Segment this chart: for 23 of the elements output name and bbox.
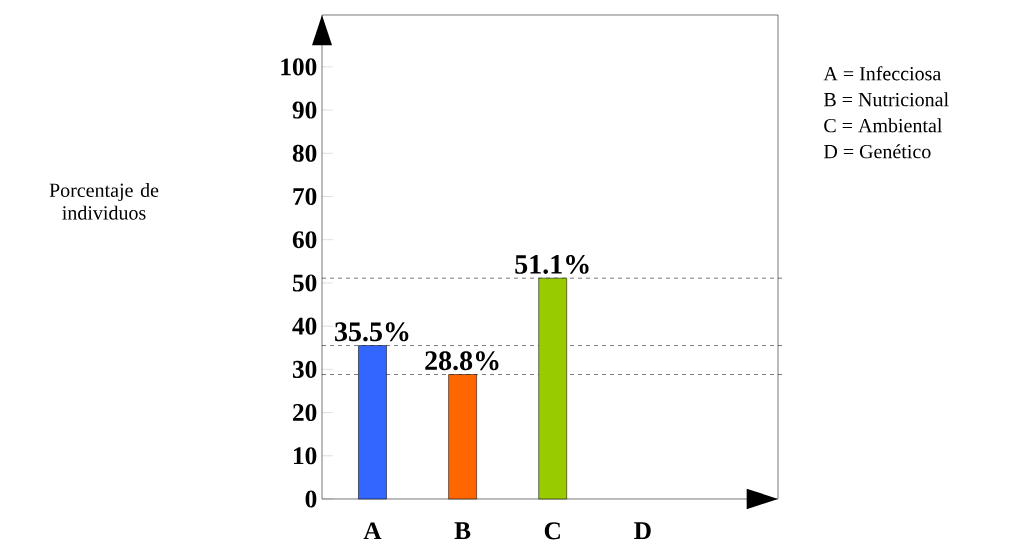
y-tick-label: 70 [293, 187, 317, 206]
y-tick-label: 0 [305, 490, 317, 508]
text: C = Ambiental [824, 118, 943, 133]
y-tick-label: 20 [293, 404, 317, 422]
text: B = Nutricional [823, 92, 949, 107]
x-tick-label: D [634, 522, 651, 539]
data-label: 51.1% [515, 254, 589, 274]
y-tick-label: 50 [292, 274, 317, 292]
x-tick-label: A [363, 522, 382, 540]
text: D = Genético [823, 144, 931, 159]
x-tick-label: B [454, 522, 471, 540]
y-tick-label: 80 [292, 144, 317, 162]
data-label: 35.5% [335, 322, 409, 342]
y-tick-label: 10 [294, 447, 317, 465]
data-label: 28.8% [425, 351, 499, 371]
y-tick-label: 100 [281, 58, 317, 76]
text: A = Infecciosa [823, 66, 941, 81]
y-tick-label: 90 [292, 101, 317, 119]
y-tick-label: 60 [292, 231, 317, 249]
text: Porcentaje de individuos [49, 182, 159, 220]
x-tick-label: C [544, 522, 560, 540]
y-tick-label: 40 [292, 317, 317, 335]
y-tick-label: 30 [292, 360, 317, 378]
